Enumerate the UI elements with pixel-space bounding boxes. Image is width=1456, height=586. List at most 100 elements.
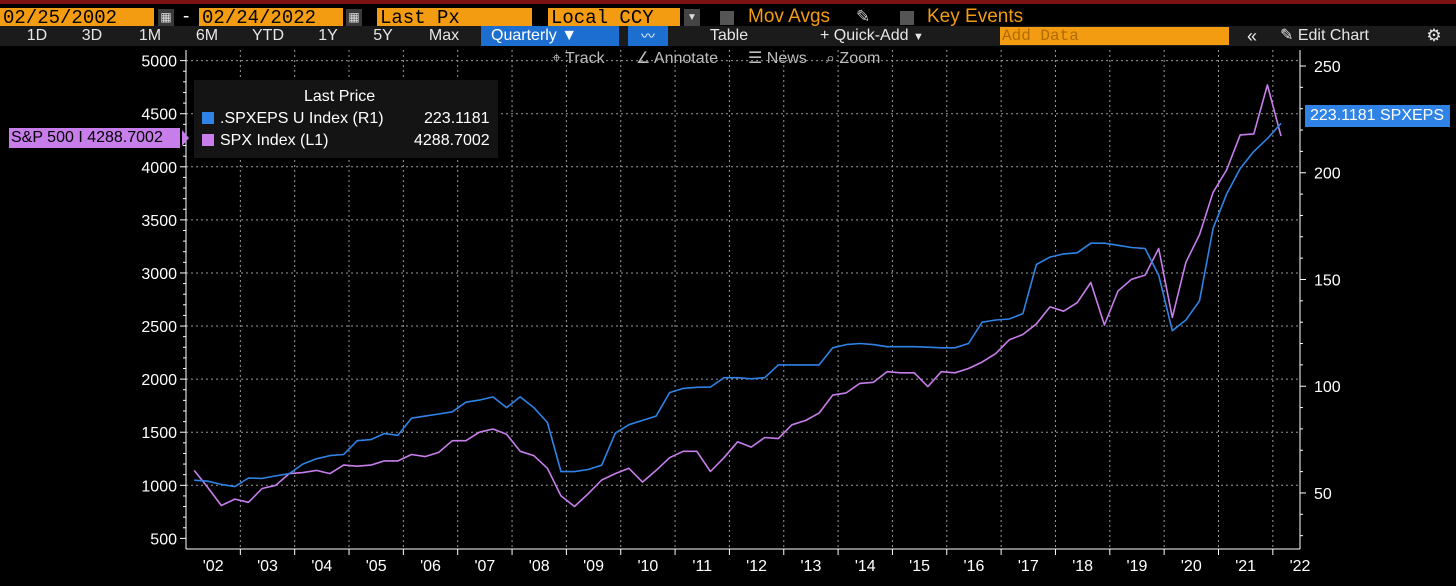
x-axis-tick-label: '20 [1181, 558, 1202, 575]
period-3d[interactable]: 3D [81, 27, 103, 44]
table-button[interactable]: Table [709, 27, 749, 44]
legend-series-name: .SPXEPS U Index (R1) [220, 110, 384, 127]
spx-tag-pointer [182, 130, 189, 146]
right-axis-tick-label: 200 [1314, 166, 1341, 183]
period-max[interactable]: Max [428, 27, 460, 44]
x-axis-tick-label: '21 [1235, 558, 1256, 575]
legend-series-value: 223.1181 [424, 110, 490, 127]
x-axis-tick-label: '18 [1072, 558, 1093, 575]
chevron-down-icon: ▼ [561, 27, 578, 44]
period-6m[interactable]: 6M [195, 27, 219, 44]
x-axis-tick-label: '10 [637, 558, 658, 575]
quick-add-button[interactable]: + Quick-Add ▼ [820, 26, 952, 46]
legend-series-name: SPX Index (L1) [220, 132, 329, 149]
x-axis-tick-label: '16 [964, 558, 985, 575]
date-separator: - [183, 6, 190, 27]
track-button[interactable]: ⌖ Track [552, 48, 605, 70]
chart-header-bar: 02/25/2002 ▦ - 02/24/2022 ▦ Last Px Loca… [0, 0, 1456, 28]
x-axis-tick-label: '17 [1018, 558, 1039, 575]
left-axis-tick-label: 500 [150, 531, 177, 548]
right-axis-tick-label: 250 [1314, 59, 1341, 76]
annotate-label: Annotate [653, 50, 718, 67]
x-axis-tick-label: '22 [1290, 558, 1311, 575]
spxeps-series-line [194, 122, 1282, 488]
period-5y[interactable]: 5Y [373, 27, 393, 44]
mov-avgs-checkbox[interactable] [720, 11, 734, 25]
track-label: Track [565, 50, 605, 67]
gear-icon[interactable]: ⚙ [1426, 26, 1442, 45]
spx-last-price-tag: S&P 500 I 4288.7002 [9, 128, 180, 148]
field-select[interactable]: Last Px [377, 8, 532, 28]
spxeps-last-price-tag: 223.1181 SPXEPS [1305, 105, 1450, 127]
x-axis-tick-label: '13 [800, 558, 821, 575]
left-axis-tick-label: 3000 [141, 266, 177, 283]
chevron-down-icon: ▼ [912, 31, 924, 43]
end-date-field[interactable]: 02/24/2022 [199, 8, 343, 28]
x-axis-tick-label: '08 [529, 558, 550, 575]
chart-legend: Last Price .SPXEPS U Index (R1) 223.1181… [194, 80, 498, 158]
left-axis-tick-label: 4500 [141, 107, 177, 124]
legend-swatch [202, 134, 214, 146]
zoom-label: Zoom [839, 50, 881, 67]
x-axis-tick-label: '12 [746, 558, 767, 575]
crosshair-icon: ⌖ [552, 50, 562, 67]
right-axis-tick-label: 150 [1314, 272, 1341, 289]
news-label: News [766, 50, 807, 67]
left-axis-tick-label: 5000 [141, 54, 177, 71]
key-events-checkbox[interactable] [900, 11, 914, 25]
collapse-icon[interactable]: « [1246, 26, 1257, 46]
x-axis-tick-label: '04 [311, 558, 332, 575]
news-button[interactable]: ☰ News [748, 48, 807, 70]
x-axis-tick-label: '05 [366, 558, 387, 575]
x-axis-tick-label: '09 [583, 558, 604, 575]
legend-series-value: 4288.7002 [414, 132, 490, 149]
annotate-icon: ∠ [636, 50, 651, 67]
pencil-icon[interactable]: ✎ [856, 7, 871, 26]
mov-avgs-label: Mov Avgs [748, 6, 831, 27]
period-1y[interactable]: 1Y [318, 27, 338, 44]
period-1m[interactable]: 1M [138, 27, 162, 44]
x-axis-tick-label: '03 [257, 558, 278, 575]
period-toolbar: 1D 3D 1M 6M YTD 1Y 5Y Max Quarterly ▼ 〰 … [0, 26, 1456, 46]
zoom-icon: ⌕ [826, 50, 835, 67]
left-axis-tick-label: 4000 [141, 160, 177, 177]
x-axis-tick-label: '19 [1127, 558, 1148, 575]
annotate-button[interactable]: ∠ Annotate [636, 48, 718, 70]
key-events-label: Key Events [927, 6, 1024, 27]
spx-series-line [193, 84, 1282, 508]
edit-chart-label: Edit Chart [1297, 27, 1369, 44]
calendar-icon[interactable]: ▦ [346, 9, 362, 26]
legend-row-spx: SPX Index (L1) [202, 132, 329, 150]
start-date-field[interactable]: 02/25/2002 [0, 8, 154, 28]
x-axis-tick-label: '11 [692, 558, 712, 575]
left-axis-tick-label: 1000 [141, 478, 177, 495]
pencil-icon: ✎ [1280, 27, 1294, 44]
left-axis-tick-label: 3500 [141, 213, 177, 230]
news-icon: ☰ [748, 50, 763, 67]
x-axis-tick-label: '07 [474, 558, 495, 575]
x-axis-tick-label: '06 [420, 558, 441, 575]
add-data-input[interactable] [1000, 27, 1229, 45]
x-axis-tick-label: '14 [855, 558, 876, 575]
legend-swatch [202, 112, 214, 124]
left-axis-tick-label: 2000 [141, 372, 177, 389]
x-axis-tick-label: '15 [909, 558, 930, 575]
currency-select[interactable]: Local CCY [548, 8, 680, 28]
left-axis-tick-label: 2500 [141, 319, 177, 336]
edit-chart-button[interactable]: ✎ Edit Chart [1280, 26, 1420, 46]
chevron-down-icon[interactable]: ▼ [684, 9, 700, 26]
period-ytd[interactable]: YTD [252, 27, 284, 44]
x-axis-tick-label: '02 [203, 558, 224, 575]
period-1d[interactable]: 1D [26, 27, 48, 44]
left-axis-tick-label: 1500 [141, 425, 177, 442]
line-chart-icon[interactable]: 〰 [628, 26, 668, 46]
legend-row-spxeps: .SPXEPS U Index (R1) [202, 110, 384, 128]
right-axis-tick-label: 100 [1314, 379, 1341, 396]
zoom-button[interactable]: ⌕ Zoom [826, 48, 880, 70]
frequency-label: Quarterly [491, 27, 557, 44]
price-chart[interactable]: 500 1000 1500 2000 2500 3000 3500 4000 4500 5000 5… [0, 50, 1456, 586]
quick-add-label: + Quick-Add [820, 27, 909, 44]
calendar-icon[interactable]: ▦ [158, 9, 174, 26]
frequency-select[interactable]: Quarterly ▼ [481, 26, 619, 46]
right-axis-tick-label: 50 [1314, 486, 1332, 503]
